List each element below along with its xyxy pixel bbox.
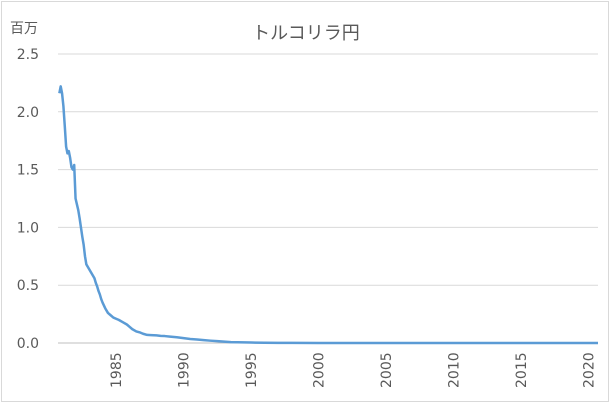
x-tick-label: 2020 — [582, 352, 598, 388]
x-tick-label: 1995 — [244, 352, 260, 388]
y-tick-label: 2.0 — [17, 105, 39, 121]
x-tick-label: 1985 — [109, 352, 125, 388]
gridlines — [58, 53, 598, 286]
x-tick-label: 2015 — [514, 352, 530, 388]
x-tick-label: 2000 — [312, 352, 328, 388]
y-axis-ticks: 0.0 0.5 1.0 1.5 2.0 2.5 — [17, 47, 39, 352]
x-tick-label: 1990 — [177, 352, 193, 388]
y-tick-label: 0.5 — [17, 278, 39, 294]
x-tick-label: 2010 — [447, 352, 463, 388]
x-axis-ticks: 1985 1990 1995 2000 2005 2010 2015 2020 — [109, 352, 598, 388]
series-line — [58, 85, 598, 345]
y-tick-label: 0.0 — [17, 336, 39, 352]
chart-title: トルコリラ円 — [252, 23, 360, 44]
y-tick-label: 2.5 — [17, 47, 39, 63]
y-tick-label: 1.5 — [17, 163, 39, 179]
unit-label: 百万 — [10, 21, 38, 37]
x-tick-label: 2005 — [379, 352, 395, 388]
y-tick-label: 1.0 — [17, 220, 39, 236]
